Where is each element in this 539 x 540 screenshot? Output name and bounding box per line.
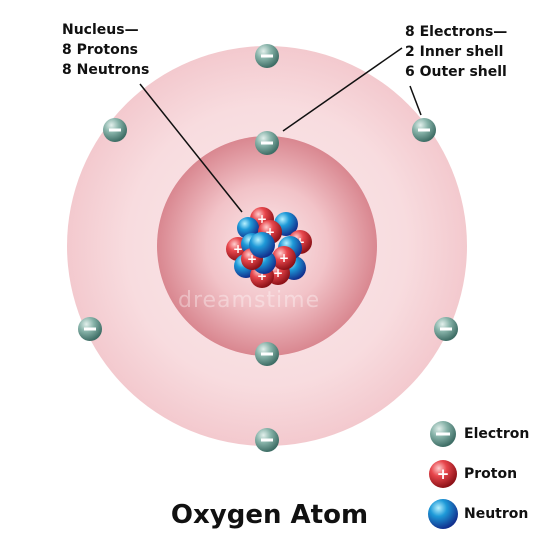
legend-neutron-label: Neutron bbox=[464, 506, 529, 522]
watermark: dreamstime bbox=[178, 288, 321, 313]
svg-text:+: + bbox=[279, 251, 289, 265]
electron-inner-top bbox=[255, 131, 279, 155]
svg-text:+: + bbox=[247, 252, 257, 266]
electron-inner-bottom bbox=[255, 342, 279, 366]
electron-leader-line-outer bbox=[409, 85, 422, 116]
electron-callout-line-1: 8 Electrons— bbox=[405, 24, 508, 40]
electron-outer-lower-right bbox=[434, 317, 458, 341]
svg-text:+: + bbox=[257, 212, 267, 226]
electron-leader-line-inner bbox=[282, 47, 403, 132]
neutron bbox=[249, 232, 275, 258]
legend-neutron-icon bbox=[428, 499, 458, 529]
nucleus-callout-line-1: Nucleus— bbox=[62, 22, 139, 38]
nucleus-callout-line-3: 8 Neutrons bbox=[62, 62, 150, 78]
svg-text:+: + bbox=[437, 465, 450, 483]
nucleus-callout: Nucleus— 8 Protons 8 Neutrons bbox=[62, 20, 149, 80]
legend-proton-icon: + bbox=[429, 460, 457, 488]
svg-text:+: + bbox=[273, 266, 283, 280]
nucleus-leader-line bbox=[139, 83, 243, 213]
electron-outer-upper-right bbox=[412, 118, 436, 142]
legend-electron-icon bbox=[430, 421, 456, 447]
diagram-title: Oxygen Atom bbox=[170, 500, 369, 530]
proton: + bbox=[272, 246, 296, 270]
electron-callout-line-3: 6 Outer shell bbox=[405, 64, 507, 80]
legend-proton-label: Proton bbox=[464, 466, 518, 482]
svg-text:+: + bbox=[265, 225, 275, 239]
nucleus-callout-line-2: 8 Protons bbox=[62, 42, 139, 58]
electron-outer-bottom bbox=[255, 428, 279, 452]
svg-text:+: + bbox=[257, 269, 267, 283]
electron-outer-lower-left bbox=[78, 317, 102, 341]
electron-outer-upper-left bbox=[103, 118, 127, 142]
electron-outer-top bbox=[255, 44, 279, 68]
svg-text:+: + bbox=[233, 242, 243, 256]
nucleus: + + + + + + + + bbox=[226, 207, 312, 288]
electron-callout: 8 Electrons— 2 Inner shell 6 Outer shell bbox=[405, 22, 507, 82]
legend-electron-label: Electron bbox=[464, 426, 530, 442]
electron-callout-line-2: 2 Inner shell bbox=[405, 44, 504, 60]
